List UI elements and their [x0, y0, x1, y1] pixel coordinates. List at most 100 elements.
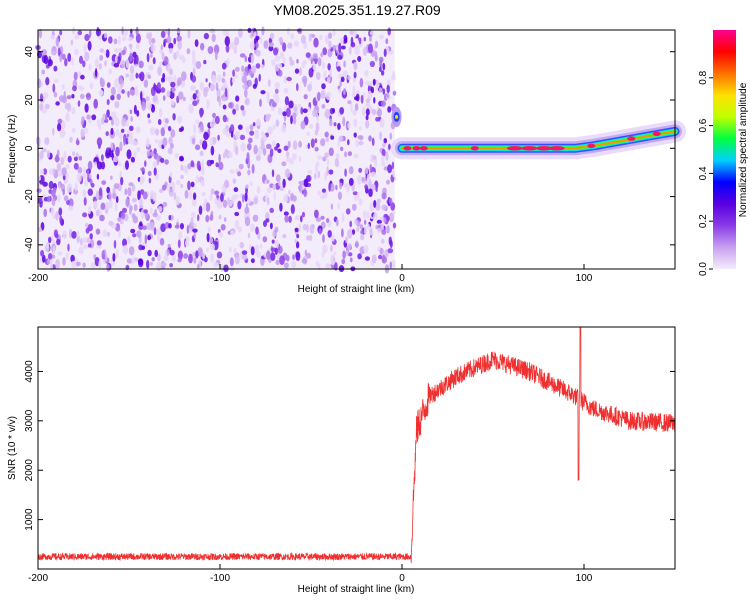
snr-x-tick-label: -200 — [28, 573, 48, 584]
noise-blob — [112, 156, 119, 163]
noise-blob — [62, 174, 66, 181]
noise-blob — [288, 100, 294, 109]
noise-blob — [304, 178, 309, 188]
noise-blob — [67, 243, 70, 252]
noise-blob — [240, 105, 245, 111]
noise-blob — [98, 122, 102, 130]
noise-blob — [328, 182, 331, 192]
noise-blob — [148, 36, 152, 46]
noise-blob — [351, 229, 356, 235]
noise-blob — [288, 189, 291, 195]
noise-blob — [370, 86, 375, 94]
noise-blob — [190, 217, 194, 226]
noise-blob — [245, 184, 249, 189]
noise-blob — [317, 190, 322, 196]
noise-blob — [277, 148, 282, 153]
noise-blob — [321, 188, 326, 193]
noise-blob — [160, 157, 165, 164]
noise-blob — [234, 74, 238, 79]
noise-blob — [194, 39, 199, 47]
noise-blob — [157, 66, 162, 76]
noise-blob — [330, 203, 334, 210]
noise-blob — [113, 239, 117, 249]
noise-blob — [306, 252, 311, 259]
noise-blob — [294, 239, 297, 244]
noise-blob — [222, 127, 227, 135]
noise-blob — [88, 174, 92, 179]
noise-blob — [385, 38, 389, 45]
noise-blob — [249, 130, 255, 136]
noise-blob — [309, 224, 315, 234]
snr-plot-area — [38, 327, 675, 569]
noise-blob — [98, 187, 103, 197]
noise-blob — [347, 139, 350, 146]
noise-blob — [206, 99, 210, 110]
noise-blob — [319, 34, 323, 40]
noise-blob — [155, 128, 160, 136]
noise-blob — [350, 257, 353, 263]
noise-blob — [363, 37, 366, 42]
noise-blob — [290, 204, 295, 215]
noise-blob — [364, 69, 369, 77]
noise-blob — [232, 69, 236, 77]
noise-blob — [279, 202, 283, 212]
noise-blob — [328, 169, 334, 175]
noise-blob — [271, 169, 275, 178]
noise-blob — [263, 134, 267, 142]
noise-blob — [382, 88, 386, 95]
noise-blob — [358, 141, 364, 146]
noise-blob — [123, 29, 128, 37]
noise-blob — [213, 44, 220, 55]
noise-blob — [77, 167, 83, 174]
noise-blob — [228, 151, 233, 159]
noise-blob — [326, 77, 331, 83]
colorbar-label: Normalized spectral amplitude — [738, 82, 749, 217]
noise-blob — [95, 209, 100, 217]
signal-hotspot — [535, 146, 552, 151]
noise-blob — [288, 215, 292, 223]
noise-blob — [144, 234, 147, 245]
noise-blob — [329, 183, 335, 192]
noise-blob — [234, 36, 240, 46]
noise-blob — [365, 98, 370, 103]
snr-frame — [37, 326, 676, 570]
noise-blob — [113, 38, 118, 45]
noise-blob — [108, 191, 112, 201]
noise-blob — [367, 90, 373, 100]
noise-blob — [269, 148, 274, 158]
noise-blob — [149, 127, 155, 136]
noise-blob — [337, 191, 342, 200]
noise-blob — [391, 161, 395, 170]
noise-blob — [122, 36, 127, 42]
noise-blob — [132, 233, 137, 238]
noise-blob — [217, 134, 220, 141]
noise-blob — [61, 95, 67, 104]
noise-blob — [225, 44, 230, 53]
noise-blob — [252, 122, 256, 127]
noise-blob — [233, 187, 239, 193]
noise-blob — [267, 196, 270, 206]
noise-blob — [225, 29, 229, 38]
noise-blob — [364, 184, 368, 190]
noise-blob — [170, 129, 176, 138]
snr-y-tick-label: 1000 — [24, 508, 35, 531]
spectrogram-x-tick-label: -100 — [210, 273, 230, 284]
noise-blob — [271, 59, 276, 67]
snr-series-line — [37, 326, 676, 564]
noise-blob — [295, 251, 301, 261]
noise-blob — [387, 106, 392, 113]
noise-blob — [136, 147, 141, 152]
noise-blob — [320, 138, 326, 147]
noise-blob — [355, 89, 360, 95]
noise-blob — [379, 66, 382, 72]
noise-blob — [315, 122, 320, 132]
noise-blob — [249, 41, 255, 51]
noise-blob — [90, 262, 97, 269]
noise-blob — [213, 262, 219, 268]
noise-blob — [187, 163, 192, 170]
noise-blob — [244, 88, 248, 98]
noise-blob — [188, 253, 193, 264]
noise-blob — [328, 40, 332, 50]
noise-blob — [153, 227, 157, 236]
